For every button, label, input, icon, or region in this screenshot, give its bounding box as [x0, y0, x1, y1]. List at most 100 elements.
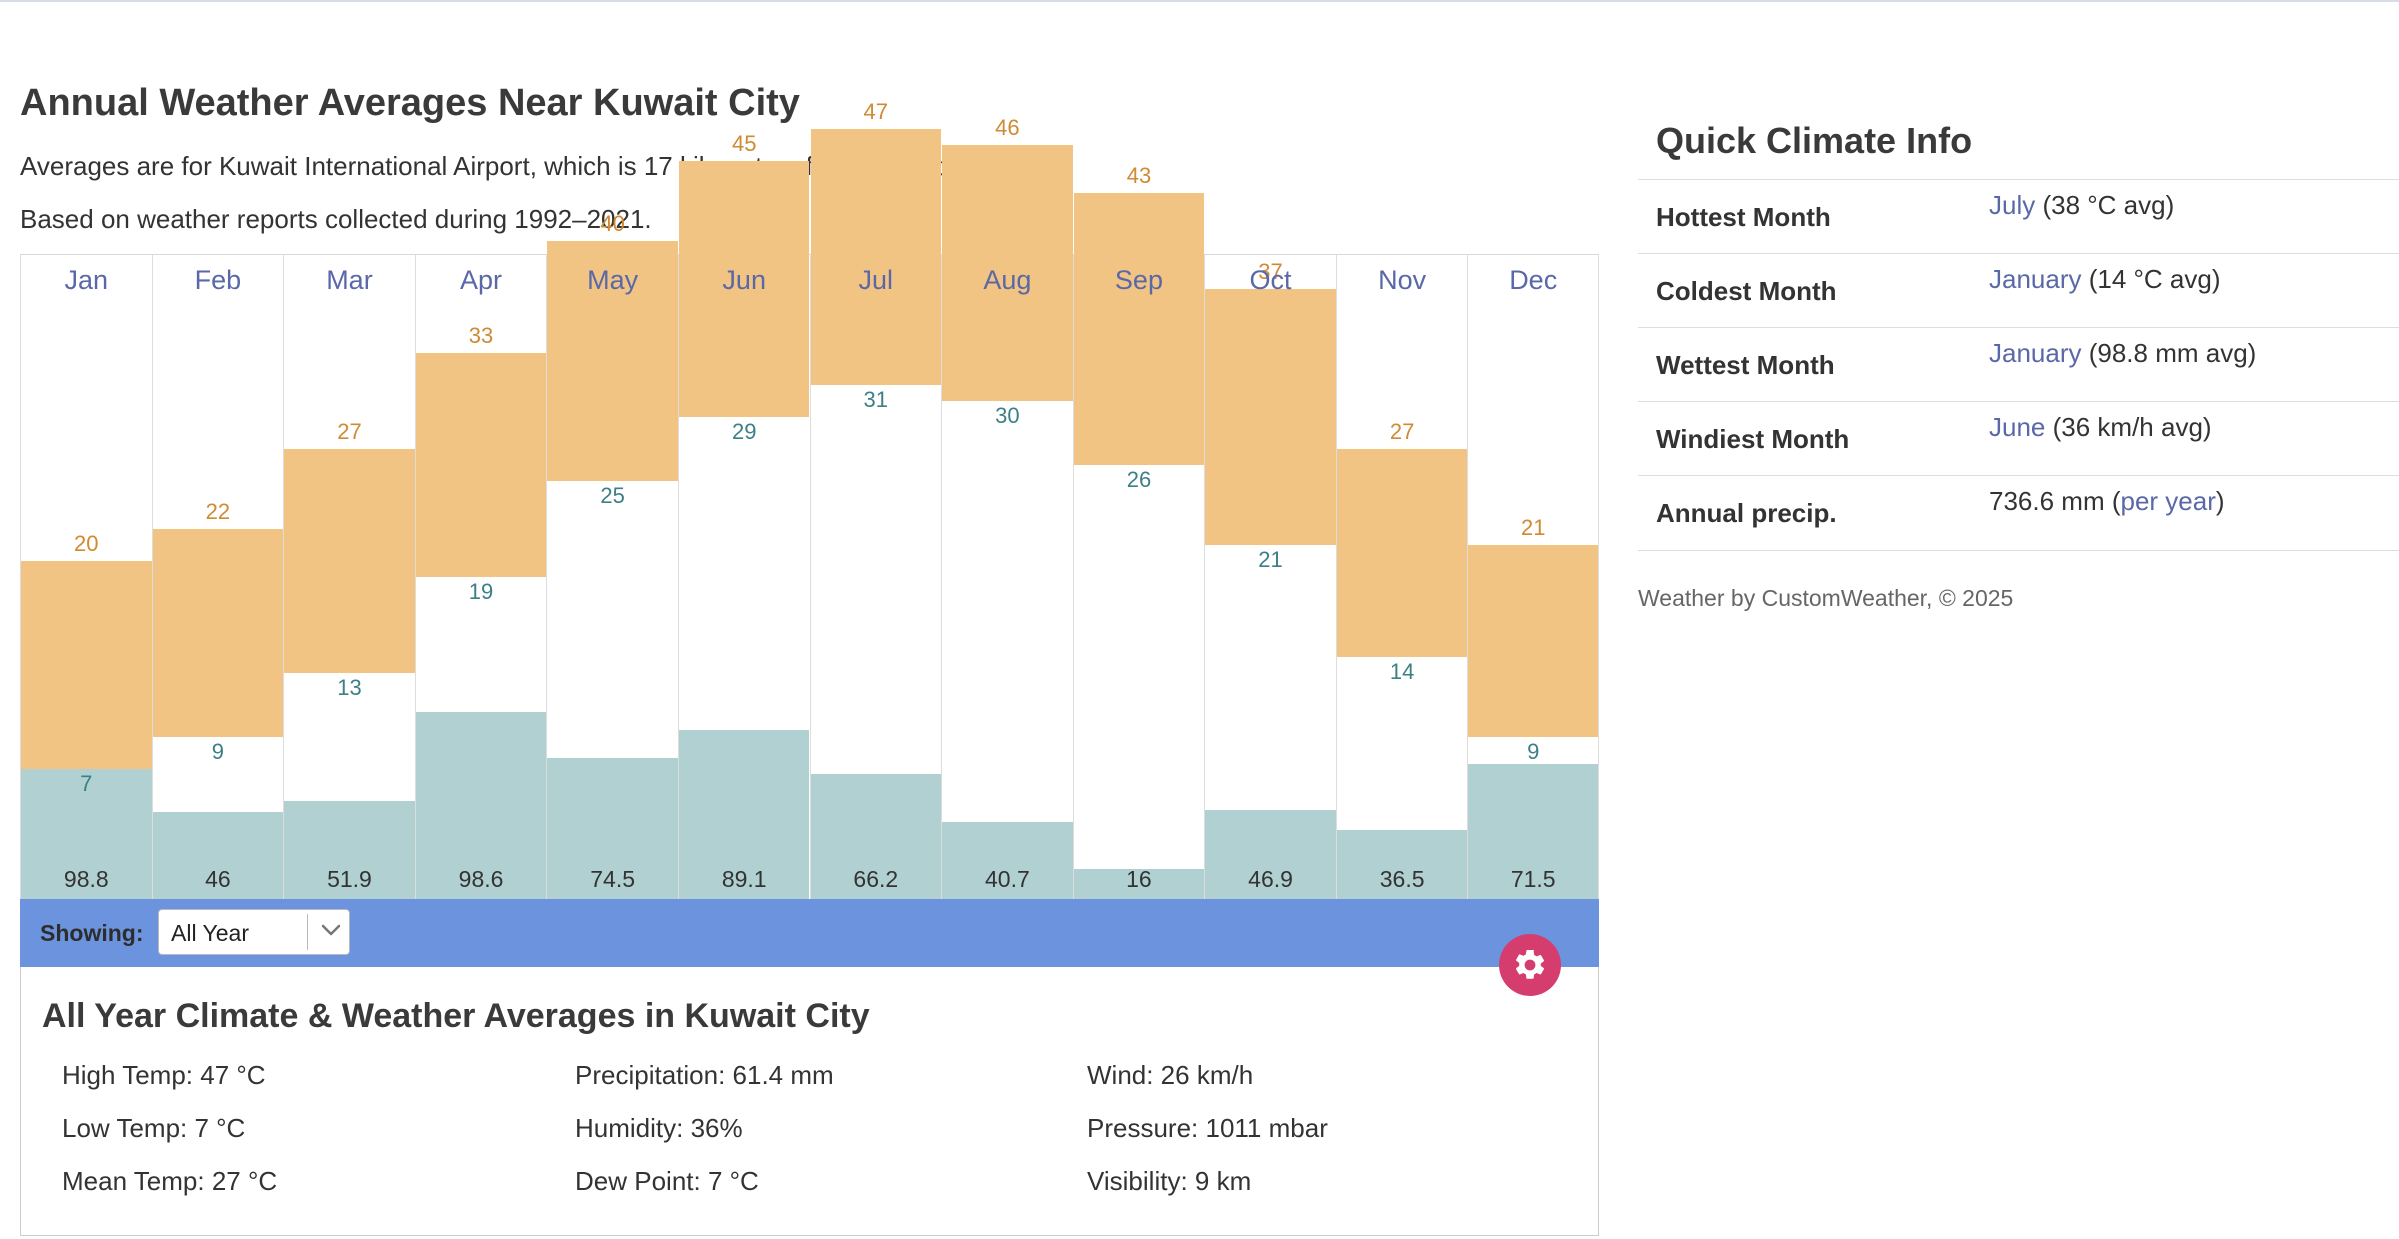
- temp-range-bar: [415, 353, 547, 577]
- showing-bar: Showing: All Year: [20, 899, 1599, 967]
- month-link-may[interactable]: May: [587, 265, 639, 295]
- period-select-value: All Year: [171, 920, 250, 946]
- high-temp-label: 27: [337, 419, 362, 444]
- weather-credit: Weather by CustomWeather, © 2025: [1638, 585, 2014, 611]
- precip-bar: [1468, 763, 1598, 899]
- month-link-nov[interactable]: Nov: [1378, 265, 1427, 295]
- month-column: 40.7 46 30 Aug: [941, 115, 1073, 899]
- qc-value: January (98.8 mm avg): [1989, 338, 2256, 369]
- stat-low-temp: Low Temp: 7 °C: [62, 1113, 246, 1143]
- gear-icon: [1515, 949, 1545, 979]
- month-column: 46 22 9 Feb: [151, 255, 284, 899]
- month-link-hottest[interactable]: July: [1989, 190, 2036, 220]
- month-column: 71.5 21 9 Dec: [1467, 255, 1599, 899]
- month-column: 98.8 20 7 Jan: [20, 255, 152, 899]
- chevron-down-icon: [321, 924, 341, 936]
- month-link-mar[interactable]: Mar: [326, 265, 373, 295]
- precip-bar: [415, 712, 547, 899]
- low-temp-label: 9: [211, 739, 224, 764]
- month-column: 51.9 27 13 Mar: [283, 255, 415, 899]
- month-link-jun[interactable]: Jun: [722, 265, 766, 295]
- quick-climate-title: Quick Climate Info: [1656, 120, 1973, 161]
- precip-label: 98.6: [458, 866, 504, 892]
- settings-button[interactable]: [1499, 934, 1561, 996]
- low-temp-label: 19: [468, 579, 494, 604]
- month-link-dec[interactable]: Dec: [1509, 265, 1558, 295]
- temp-range-bar: [810, 129, 942, 385]
- precip-bar: [284, 800, 415, 899]
- high-temp-label: 33: [468, 323, 494, 348]
- high-temp-label: 20: [74, 531, 99, 556]
- month-link-apr[interactable]: Apr: [460, 265, 503, 295]
- low-temp-label: 7: [80, 771, 93, 796]
- precip-bar: [547, 757, 678, 899]
- precip-label: 74.5: [590, 866, 635, 892]
- month-link-coldest[interactable]: January: [1989, 264, 2082, 294]
- qc-row-windiest: Windiest Month June (36 km/h avg): [1638, 401, 2399, 476]
- qc-label: Hottest Month: [1656, 202, 1831, 232]
- month-link-feb[interactable]: Feb: [194, 265, 242, 295]
- high-temp-label: 40: [600, 211, 625, 236]
- precip-bar: [678, 730, 810, 899]
- precip-label: 16: [1126, 866, 1152, 892]
- summary-panel: All Year Climate & Weather Averages in K…: [20, 967, 1599, 1236]
- month-link-windiest[interactable]: June: [1989, 412, 2046, 442]
- stat-precipitation: Precipitation: 61.4 mm: [575, 1060, 834, 1090]
- stat-wind: Wind: 26 km/h: [1087, 1060, 1254, 1090]
- precip-bar: [152, 811, 284, 899]
- month-link-jan[interactable]: Jan: [64, 265, 109, 295]
- temp-range-bar: [284, 449, 415, 673]
- qc-label: Wettest Month: [1656, 350, 1835, 380]
- month-link-sep[interactable]: Sep: [1114, 265, 1163, 295]
- annual-weather-chart: 98.8 20 7 Jan 46 22 9 Feb 51.9 27 13 Mar 98.6 33 19 Apr…: [20, 99, 1599, 900]
- intro-period-text: Based on weather reports collected durin…: [20, 204, 652, 234]
- summary-title: All Year Climate & Weather Averages in K…: [42, 997, 870, 1035]
- month-column: 36.5 27 14 Nov: [1335, 255, 1468, 899]
- precip-label: 51.9: [327, 866, 372, 892]
- high-temp-label: 46: [995, 115, 1020, 140]
- qc-label: Windiest Month: [1656, 424, 1850, 454]
- high-temp-label: 21: [1520, 515, 1546, 540]
- month-link-oct[interactable]: Oct: [1249, 265, 1292, 295]
- temp-range-bar: [1073, 193, 1205, 465]
- showing-label: Showing:: [40, 920, 144, 946]
- stat-humidity: Humidity: 36%: [575, 1113, 743, 1143]
- stat-pressure: Pressure: 1011 mbar: [1087, 1113, 1328, 1143]
- high-temp-label: 43: [1126, 163, 1152, 188]
- precip-label: 89.1: [721, 866, 767, 892]
- top-divider: [0, 0, 2399, 2]
- precip-bar: [810, 773, 942, 899]
- qc-value-text: (38 °C avg): [2035, 190, 2175, 220]
- temp-range-bar: [152, 529, 284, 737]
- low-temp-label: 25: [600, 483, 625, 508]
- month-link-aug[interactable]: Aug: [983, 265, 1032, 295]
- high-temp-label: 47: [863, 99, 889, 124]
- stat-visibility: Visibility: 9 km: [1087, 1166, 1252, 1196]
- precip-label: 40.7: [984, 866, 1030, 892]
- per-year-link[interactable]: per year: [2120, 486, 2216, 516]
- qc-row-wettest: Wettest Month January (98.8 mm avg): [1638, 327, 2399, 402]
- qc-value: 736.6 mm (per year): [1989, 486, 2225, 517]
- stat-mean-temp: Mean Temp: 27 °C: [62, 1166, 278, 1196]
- month-link-jul[interactable]: Jul: [858, 265, 894, 295]
- qc-row-annual-precip: Annual precip. 736.6 mm (per year): [1638, 475, 2399, 551]
- low-temp-label: 29: [731, 419, 757, 444]
- precip-bar: [1205, 810, 1336, 899]
- low-temp-label: 14: [1389, 659, 1415, 684]
- low-temp-label: 30: [995, 403, 1020, 428]
- low-temp-label: 13: [337, 675, 362, 700]
- temp-range-bar: [1205, 289, 1336, 545]
- temp-range-bar: [547, 241, 678, 481]
- precip-label: 66.2: [853, 866, 899, 892]
- precip-label: 98.8: [63, 866, 109, 892]
- qc-value-text: (98.8 mm avg): [2081, 338, 2257, 368]
- month-link-wettest[interactable]: January: [1989, 338, 2082, 368]
- qc-value-text: (14 °C avg): [2081, 264, 2221, 294]
- low-temp-label: 9: [1527, 739, 1540, 764]
- precip-label: 46: [205, 866, 231, 892]
- period-select[interactable]: All Year: [158, 909, 350, 955]
- qc-row-coldest: Coldest Month January (14 °C avg): [1638, 253, 2399, 328]
- qc-value: January (14 °C avg): [1989, 264, 2221, 295]
- month-column: 16 43 26 Sep: [1072, 163, 1205, 899]
- stat-dew-point: Dew Point: 7 °C: [575, 1166, 759, 1196]
